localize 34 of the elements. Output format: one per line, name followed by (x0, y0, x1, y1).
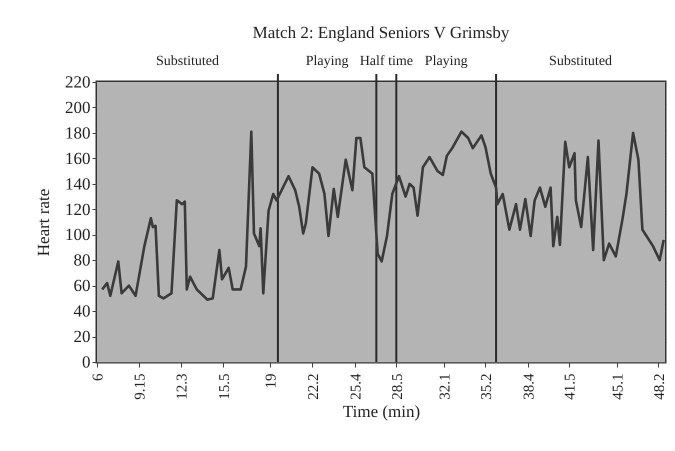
y-tick-label: 60 (74, 276, 90, 296)
x-axis-title: Time (min) (342, 402, 420, 421)
y-axis-title: Heart rate (34, 188, 53, 256)
x-tick-label: 15.5 (216, 374, 233, 400)
y-tick-label: 40 (74, 302, 90, 321)
x-tick-label: 28.5 (390, 374, 406, 400)
y-tick-label: 220 (65, 72, 90, 92)
band-label: Playing (424, 54, 468, 69)
y-tick-label: 160 (65, 148, 90, 168)
band-label: Substituted (156, 54, 219, 69)
y-tick-label: 0 (82, 352, 90, 372)
x-tick-label: 25.4 (348, 373, 365, 400)
y-tick-label: 180 (65, 123, 90, 142)
x-tick-label: 48.2 (652, 374, 668, 400)
x-tick-label: 41.5 (562, 374, 579, 400)
x-tick-label: 19 (263, 374, 280, 388)
x-tick-label: 35.2 (478, 374, 495, 400)
band-label: Substituted (549, 54, 612, 69)
y-tick-label: 100 (65, 225, 90, 244)
x-tick-label: 38.4 (521, 373, 538, 400)
y-tick-label: 200 (65, 98, 90, 117)
y-tick-label: 120 (65, 200, 90, 219)
y-tick-label: 20 (74, 327, 90, 346)
band-label: Half time (360, 54, 413, 69)
band-label: Playing (306, 54, 349, 69)
y-tick-label: 140 (65, 174, 90, 194)
x-tick-label: 9.15 (132, 374, 148, 400)
x-tick-label: 45.1 (610, 374, 627, 400)
x-tick-label: 6 (90, 373, 106, 381)
x-tick-label: 22.2 (306, 374, 322, 400)
chart-title: Match 2: England Seniors V Grimsby (252, 23, 510, 42)
x-tick-label: 32.1 (438, 374, 454, 400)
y-tick-label: 80 (74, 250, 90, 270)
x-tick-label: 12.3 (174, 374, 190, 400)
